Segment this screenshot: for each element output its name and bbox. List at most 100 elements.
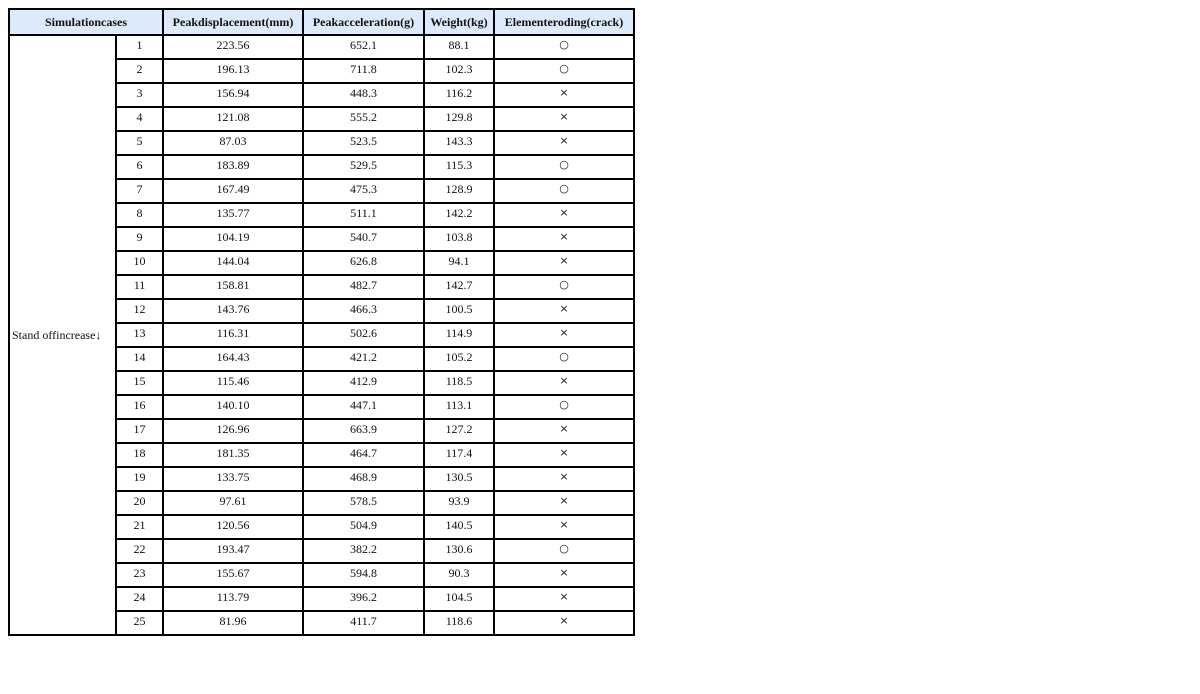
table-row: 18 181.35 464.7 117.4 × (9, 442, 635, 468)
element-eroding-cell: × (493, 586, 635, 612)
table-row: 12 143.76 466.3 100.5 × (9, 298, 635, 324)
case-number-cell: 1 (115, 34, 164, 60)
peak-acceleration-cell: 421.2 (302, 346, 425, 372)
header-peak-acceleration: Peakacceleration(g) (302, 8, 425, 36)
table-row: 15 115.46 412.9 118.5 × (9, 370, 635, 396)
peak-displacement-cell: 196.13 (162, 58, 304, 84)
table-row: 24 113.79 396.2 104.5 × (9, 586, 635, 612)
peak-displacement-cell: 140.10 (162, 394, 304, 420)
case-number-cell: 6 (115, 154, 164, 180)
peak-acceleration-cell: 468.9 (302, 466, 425, 492)
peak-acceleration-cell: 652.1 (302, 34, 425, 60)
peak-displacement-cell: 104.19 (162, 226, 304, 252)
weight-cell: 103.8 (423, 226, 495, 252)
group-label-cell: Stand offincrease↓ (8, 34, 117, 636)
weight-cell: 127.2 (423, 418, 495, 444)
case-number-cell: 17 (115, 418, 164, 444)
element-eroding-cell: × (493, 202, 635, 228)
peak-displacement-cell: 144.04 (162, 250, 304, 276)
peak-displacement-cell: 164.43 (162, 346, 304, 372)
table-row: 14 164.43 421.2 105.2 ○ (9, 346, 635, 372)
element-eroding-cell: × (493, 322, 635, 348)
element-eroding-cell: ○ (493, 394, 635, 420)
element-eroding-cell: × (493, 466, 635, 492)
element-eroding-cell: × (493, 250, 635, 276)
weight-cell: 100.5 (423, 298, 495, 324)
element-eroding-cell: ○ (493, 178, 635, 204)
peak-acceleration-cell: 466.3 (302, 298, 425, 324)
weight-cell: 130.5 (423, 466, 495, 492)
case-number-cell: 2 (115, 58, 164, 84)
header-weight: Weight(kg) (423, 8, 495, 36)
element-eroding-cell: × (493, 418, 635, 444)
case-number-cell: 10 (115, 250, 164, 276)
weight-cell: 88.1 (423, 34, 495, 60)
peak-displacement-cell: 181.35 (162, 442, 304, 468)
case-number-cell: 4 (115, 106, 164, 132)
simulation-results-table: Simulationcases Peakdisplacement(mm) Pea… (8, 8, 635, 636)
table-row: 9 104.19 540.7 103.8 × (9, 226, 635, 252)
element-eroding-cell: × (493, 298, 635, 324)
element-eroding-cell: ○ (493, 274, 635, 300)
peak-displacement-cell: 143.76 (162, 298, 304, 324)
case-number-cell: 8 (115, 202, 164, 228)
weight-cell: 142.2 (423, 202, 495, 228)
header-simulation-cases: Simulationcases (8, 8, 164, 36)
element-eroding-cell: × (493, 514, 635, 540)
table-row: 22 193.47 382.2 130.6 ○ (9, 538, 635, 564)
peak-displacement-cell: 81.96 (162, 610, 304, 636)
table-row: 5 87.03 523.5 143.3 × (9, 130, 635, 156)
peak-displacement-cell: 115.46 (162, 370, 304, 396)
table-row: 4 121.08 555.2 129.8 × (9, 106, 635, 132)
case-number-cell: 7 (115, 178, 164, 204)
element-eroding-cell: × (493, 106, 635, 132)
peak-displacement-cell: 87.03 (162, 130, 304, 156)
peak-acceleration-cell: 396.2 (302, 586, 425, 612)
peak-acceleration-cell: 412.9 (302, 370, 425, 396)
weight-cell: 142.7 (423, 274, 495, 300)
table-row: Stand offincrease↓ 1 223.56 652.1 88.1 ○ (8, 34, 635, 636)
weight-cell: 105.2 (423, 346, 495, 372)
case-number-cell: 5 (115, 130, 164, 156)
element-eroding-cell: × (493, 130, 635, 156)
table-row: 6 183.89 529.5 115.3 ○ (9, 154, 635, 180)
peak-displacement-cell: 193.47 (162, 538, 304, 564)
table-row: 10 144.04 626.8 94.1 × (9, 250, 635, 276)
weight-cell: 115.3 (423, 154, 495, 180)
case-number-cell: 3 (115, 82, 164, 108)
weight-cell: 93.9 (423, 490, 495, 516)
table-row: 23 155.67 594.8 90.3 × (9, 562, 635, 588)
case-number-cell: 20 (115, 490, 164, 516)
peak-displacement-cell: 135.77 (162, 202, 304, 228)
peak-displacement-cell: 97.61 (162, 490, 304, 516)
peak-acceleration-cell: 540.7 (302, 226, 425, 252)
peak-acceleration-cell: 663.9 (302, 418, 425, 444)
table-row: 16 140.10 447.1 113.1 ○ (9, 394, 635, 420)
peak-acceleration-cell: 594.8 (302, 562, 425, 588)
table-row: 13 116.31 502.6 114.9 × (9, 322, 635, 348)
weight-cell: 94.1 (423, 250, 495, 276)
table-row: 17 126.96 663.9 127.2 × (9, 418, 635, 444)
case-number-cell: 14 (115, 346, 164, 372)
table-row: 7 167.49 475.3 128.9 ○ (9, 178, 635, 204)
weight-cell: 116.2 (423, 82, 495, 108)
table-row: 19 133.75 468.9 130.5 × (9, 466, 635, 492)
case-number-cell: 15 (115, 370, 164, 396)
case-number-cell: 19 (115, 466, 164, 492)
case-number-cell: 13 (115, 322, 164, 348)
element-eroding-cell: ○ (493, 154, 635, 180)
peak-acceleration-cell: 711.8 (302, 58, 425, 84)
case-number-cell: 23 (115, 562, 164, 588)
header-element-eroding: Elementeroding(crack) (493, 8, 635, 36)
peak-acceleration-cell: 382.2 (302, 538, 425, 564)
peak-displacement-cell: 155.67 (162, 562, 304, 588)
peak-displacement-cell: 183.89 (162, 154, 304, 180)
header-peak-displacement: Peakdisplacement(mm) (162, 8, 304, 36)
peak-acceleration-cell: 578.5 (302, 490, 425, 516)
weight-cell: 118.5 (423, 370, 495, 396)
table-row: 11 158.81 482.7 142.7 ○ (9, 274, 635, 300)
case-number-cell: 25 (115, 610, 164, 636)
weight-cell: 140.5 (423, 514, 495, 540)
element-eroding-cell: ○ (493, 58, 635, 84)
element-eroding-cell: × (493, 610, 635, 636)
